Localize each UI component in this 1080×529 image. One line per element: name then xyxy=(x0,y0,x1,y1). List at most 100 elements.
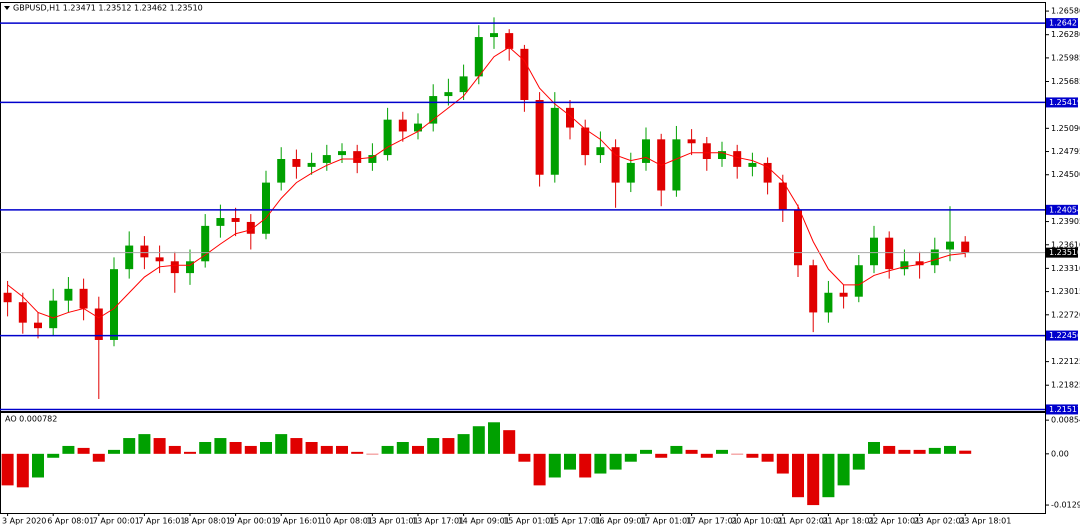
candle-body xyxy=(125,245,134,270)
candle-body xyxy=(292,159,301,167)
y-tick-label: 1.23310 xyxy=(1051,264,1080,273)
ao-bar xyxy=(655,453,668,458)
candle-body xyxy=(946,241,954,250)
ao-bar xyxy=(898,449,911,454)
candle-body xyxy=(915,261,924,266)
ao-bar xyxy=(138,434,151,454)
candle-body xyxy=(368,155,377,163)
candle-body xyxy=(581,127,590,156)
main-frame xyxy=(0,2,1046,412)
candle-body xyxy=(201,225,210,262)
x-tick-label: 9 Apr 16:01 xyxy=(275,517,322,526)
candle-body xyxy=(322,155,331,163)
candle-body xyxy=(870,237,878,266)
ao-bar xyxy=(564,453,576,470)
x-tick-label: 16 Apr 09:01 xyxy=(594,517,646,526)
candle-body xyxy=(718,151,726,160)
ao-frame xyxy=(0,412,1046,514)
candle-body xyxy=(140,245,149,258)
ao-bar xyxy=(62,445,75,454)
level-label-box xyxy=(1046,330,1078,341)
ao-bar xyxy=(716,449,728,454)
candle-body xyxy=(155,257,164,262)
candle-body xyxy=(961,241,970,253)
chart-title: GBPUSD,H1 1.23471 1.23512 1.23462 1.2351… xyxy=(13,4,203,13)
x-tick-label: 9 Apr 00:01 xyxy=(230,517,277,526)
x-tick-label: 21 Apr 02:01 xyxy=(777,517,829,526)
y-tick-label: 1.25985 xyxy=(1051,53,1080,62)
level-label-box xyxy=(1046,204,1078,215)
ao-bar xyxy=(336,445,348,454)
y-tick-label: 1.26580 xyxy=(1051,7,1080,16)
candle-body xyxy=(505,33,514,49)
candle-body xyxy=(186,261,194,274)
level-label-box xyxy=(1046,18,1078,29)
price-label: 1.23510 xyxy=(1049,248,1080,257)
level-label: 1.22456 xyxy=(1049,331,1080,340)
candle-body xyxy=(626,162,635,183)
candle-body xyxy=(824,292,833,313)
level-label-box xyxy=(1046,404,1078,415)
ao-bar xyxy=(928,447,941,454)
ao-bar xyxy=(168,445,181,454)
ao-bar xyxy=(822,453,835,498)
menu-arrow[interactable] xyxy=(4,6,10,10)
ao-bar xyxy=(670,445,683,454)
x-tick-label: 14 Apr 09:01 xyxy=(458,517,510,526)
ao-bar xyxy=(776,453,789,474)
ao-bar xyxy=(184,451,196,454)
ao-bar xyxy=(214,438,227,454)
ao-bar xyxy=(761,453,774,462)
candle-body xyxy=(110,269,118,340)
ao-bar xyxy=(883,445,896,454)
ao-bar xyxy=(229,441,242,454)
candle-body xyxy=(611,147,620,183)
ao-bar xyxy=(108,449,120,454)
ao-bar xyxy=(396,441,409,454)
y-tick-label: 1.25685 xyxy=(1051,77,1080,86)
candle-body xyxy=(520,48,529,100)
candle-body xyxy=(550,107,559,175)
ao-bar xyxy=(351,451,364,454)
ao-bar xyxy=(746,453,759,458)
ao-bar xyxy=(442,438,455,454)
candle-body xyxy=(459,76,468,93)
candle-body xyxy=(307,162,316,167)
level-label-box xyxy=(1046,97,1078,108)
ao-bar xyxy=(472,426,485,454)
ao-bar xyxy=(868,441,880,454)
price-label-box xyxy=(1046,247,1078,258)
ao-bar xyxy=(381,445,394,454)
candle-body xyxy=(262,182,270,234)
x-tick-label: 15 Apr 17:01 xyxy=(549,517,601,526)
candle-body xyxy=(353,151,362,163)
level-label: 1.24054 xyxy=(1049,205,1080,214)
x-tick-label: 20 Apr 10:01 xyxy=(731,517,783,526)
candle-body xyxy=(596,147,605,156)
y-tick-label: 1.24795 xyxy=(1051,147,1080,156)
candle-body xyxy=(79,288,88,309)
x-tick-label: 7 Apr 00:01 xyxy=(93,517,140,526)
ao-bar xyxy=(123,438,136,454)
candle-body xyxy=(809,265,818,313)
x-tick-label: 23 Apr 02:01 xyxy=(914,517,966,526)
ao-bar xyxy=(852,453,865,470)
y-tick-label: 1.24500 xyxy=(1051,170,1080,179)
candle-body xyxy=(642,139,650,163)
ao-bar xyxy=(275,434,288,454)
ao-bar xyxy=(837,453,850,486)
ao-bar xyxy=(731,453,744,455)
ao-bar xyxy=(1,453,14,486)
ao-bar xyxy=(533,453,546,486)
y-tick-label: 0.00 xyxy=(1051,449,1069,458)
candle-body xyxy=(733,151,742,167)
level-label: 1.25419 xyxy=(1049,98,1080,107)
ao-bar xyxy=(959,450,972,454)
ao-bar xyxy=(792,453,804,498)
candle-body xyxy=(338,151,346,156)
y-tick-label: 1.22125 xyxy=(1051,357,1080,366)
candle-body xyxy=(885,237,894,270)
candle-body xyxy=(672,139,681,191)
ao-bar xyxy=(488,422,500,454)
